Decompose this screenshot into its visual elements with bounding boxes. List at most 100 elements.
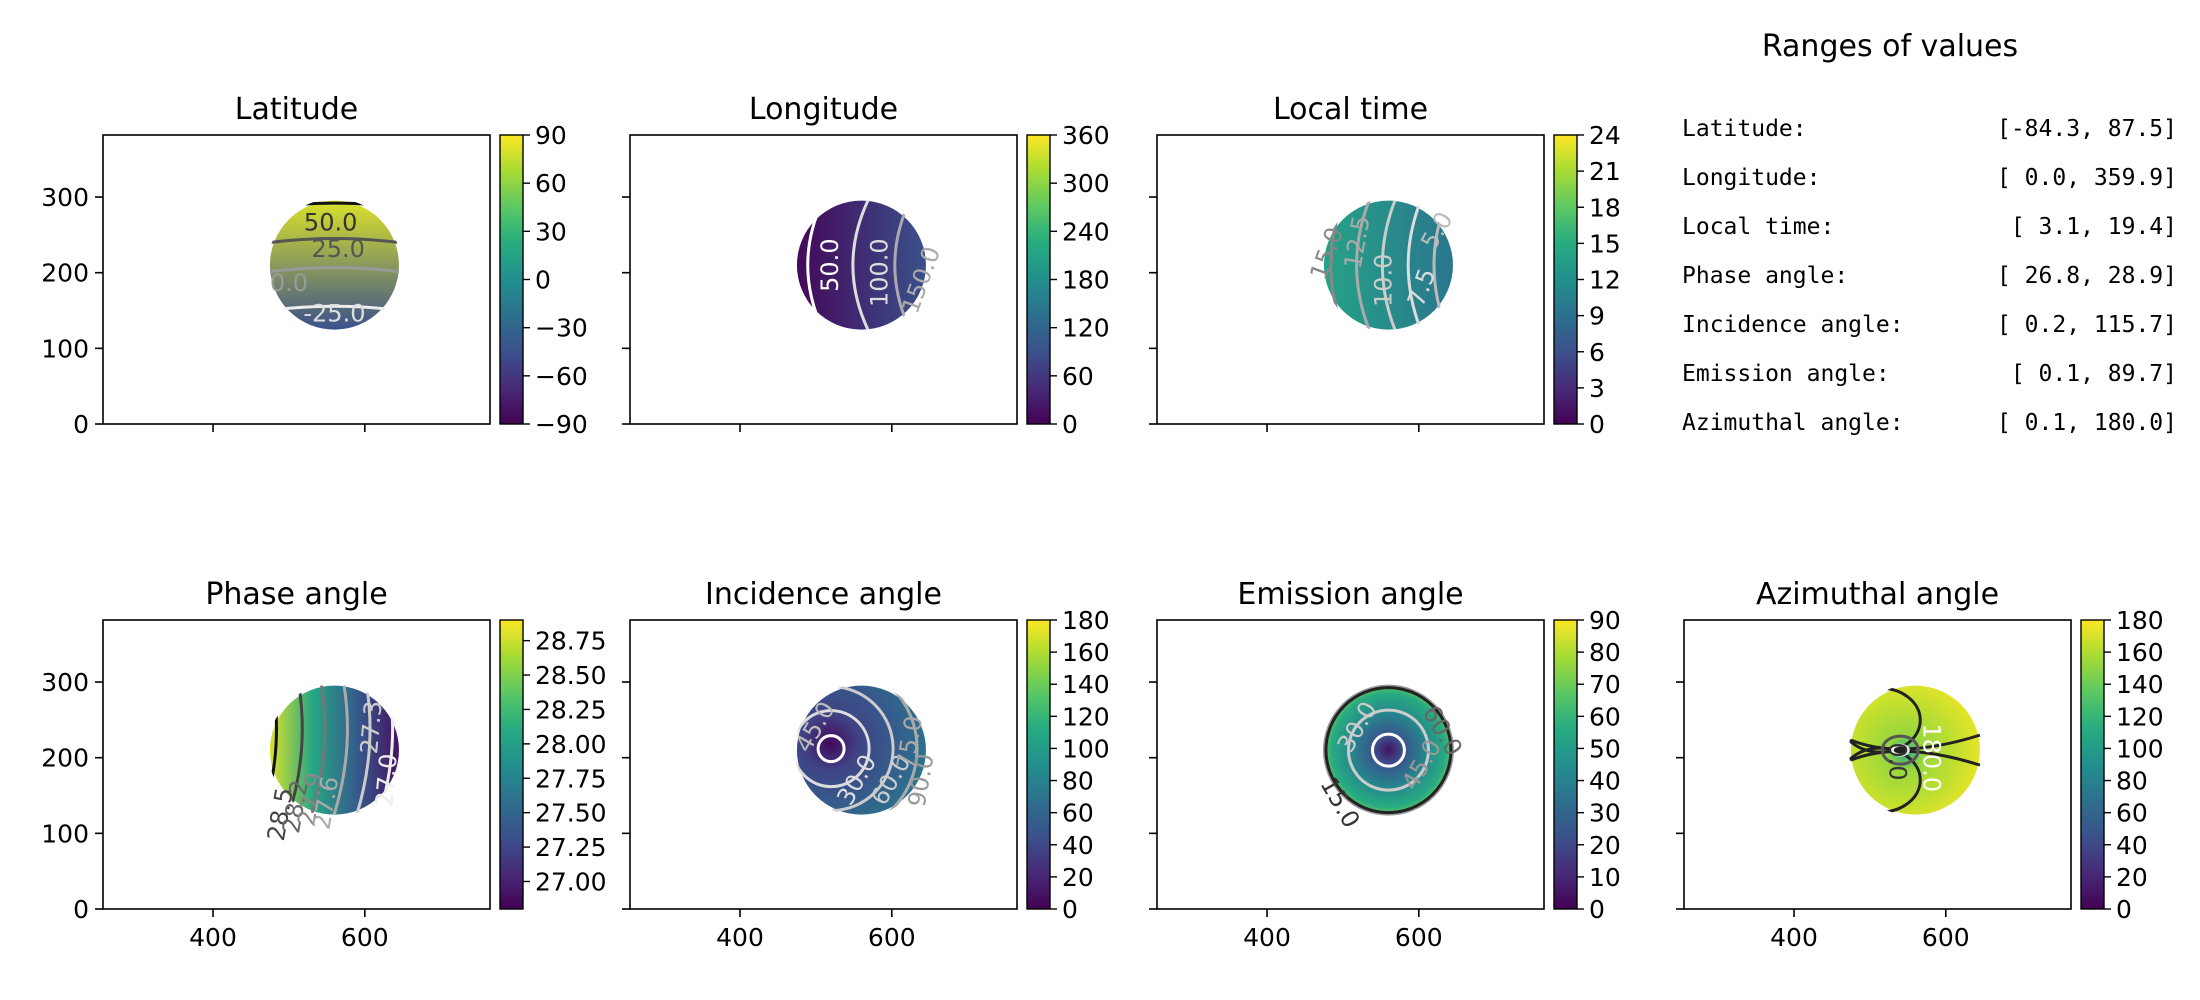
colorbar-tick-label: 0 <box>1589 895 1605 924</box>
x-tick-label: 400 <box>1243 923 1291 952</box>
colorbar-tick-label: 80 <box>1589 638 1621 667</box>
colorbar-tick-label: 180 <box>1062 266 1110 295</box>
colorbar-tick-label: 21 <box>1589 157 1621 186</box>
colorbar-tick-label: 6 <box>1589 338 1605 367</box>
colorbar-tick-label: 40 <box>2116 831 2148 860</box>
range-label: Emission angle: <box>1682 361 1890 387</box>
colorbar-tick-label: 80 <box>1062 767 1094 796</box>
colorbar-tick-label: 0 <box>1589 410 1605 439</box>
panel-title: Local time <box>1273 92 1428 127</box>
contour-label: 50.0 <box>816 238 844 291</box>
x-tick-label: 600 <box>341 923 389 952</box>
y-tick-label: 300 <box>41 668 89 697</box>
panel-latitude: Latitude50.025.00.0-25.00100200300906030… <box>41 92 587 439</box>
colorbar-tick-label: −60 <box>535 362 588 391</box>
colorbar-tick-label: 27.75 <box>535 764 607 793</box>
y-tick-label: 300 <box>41 183 89 212</box>
colorbar-tick-label: 180 <box>2116 606 2164 635</box>
colorbar-tick-label: 15 <box>1589 229 1621 258</box>
colorbar-tick-label: 0 <box>535 266 551 295</box>
colorbar-tick-label: 28.25 <box>535 695 607 724</box>
range-value: [-84.3, 87.5] <box>1997 116 2177 142</box>
colorbar-tick-label: 100 <box>2116 734 2164 763</box>
colorbar-tick-label: 12 <box>1589 266 1621 295</box>
y-tick-label: 200 <box>41 259 89 288</box>
range-label: Azimuthal angle: <box>1682 410 1904 436</box>
colorbar <box>1027 135 1050 424</box>
colorbar-tick-label: 40 <box>1589 767 1621 796</box>
x-tick-label: 400 <box>189 923 237 952</box>
colorbar-tick-label: 120 <box>1062 314 1110 343</box>
colorbar-tick-label: 9 <box>1589 302 1605 331</box>
colorbar-tick-label: 30 <box>535 217 567 246</box>
y-tick-label: 0 <box>73 895 89 924</box>
colorbar-tick-label: 140 <box>2116 670 2164 699</box>
range-label: Latitude: <box>1682 116 1807 142</box>
colorbar-tick-label: 100 <box>1062 734 1110 763</box>
colorbar-tick-label: 20 <box>1589 831 1621 860</box>
axes-frame <box>1683 619 2072 910</box>
colorbar-tick-label: 0 <box>2116 895 2132 924</box>
colorbar-tick-label: 27.00 <box>535 867 607 896</box>
planet-disc <box>796 685 926 815</box>
colorbar-tick-label: 60 <box>535 169 567 198</box>
range-label: Longitude: <box>1682 165 1820 191</box>
ranges-panel: Ranges of values Latitude: [-84.3, 87.5] L… <box>1682 29 2177 436</box>
range-value: [ 0.2, 115.7] <box>1997 312 2177 338</box>
colorbar-tick-label: 3 <box>1589 374 1605 403</box>
panel-title: Incidence angle <box>705 577 942 612</box>
panel-title: Latitude <box>235 92 358 127</box>
colorbar-tick-label: 90 <box>1589 606 1621 635</box>
range-label: Incidence angle: <box>1682 312 1904 338</box>
contour-lines <box>1321 683 1455 817</box>
y-tick-label: 0 <box>73 410 89 439</box>
axes-frame <box>629 134 1018 425</box>
planet-disc <box>1323 685 1453 815</box>
colorbar-tick-label: 80 <box>2116 767 2148 796</box>
range-value: [ 0.1, 89.7] <box>2011 361 2177 387</box>
colorbar-tick-label: 60 <box>1062 362 1094 391</box>
colorbar-tick-label: 160 <box>1062 638 1110 667</box>
colorbar-tick-label: 360 <box>1062 121 1110 150</box>
panel-title: Emission angle <box>1237 577 1463 612</box>
colorbar-tick-label: 30 <box>1589 799 1621 828</box>
colorbar-tick-label: 20 <box>2116 863 2148 892</box>
x-tick-label: 400 <box>716 923 764 952</box>
colorbar <box>2081 620 2104 909</box>
ranges-title: Ranges of values <box>1762 29 2018 64</box>
colorbar-tick-label: 120 <box>1062 702 1110 731</box>
contour-label: 100.0 <box>865 238 893 307</box>
colorbar-tick-label: 50 <box>1589 734 1621 763</box>
colorbar-tick-label: 40 <box>1062 831 1094 860</box>
colorbar <box>500 135 523 424</box>
colorbar-tick-label: −90 <box>535 410 588 439</box>
x-tick-label: 600 <box>1922 923 1970 952</box>
axes-frame <box>1156 619 1545 910</box>
colorbar-tick-label: 60 <box>1589 702 1621 731</box>
panel-title: Phase angle <box>205 577 387 612</box>
planet-disc <box>269 200 399 330</box>
colorbar-tick-label: 20 <box>1062 863 1094 892</box>
x-tick-label: 600 <box>868 923 916 952</box>
x-tick-label: 600 <box>1395 923 1443 952</box>
planet-disc <box>1323 200 1453 330</box>
axes-frame <box>1156 134 1545 425</box>
colorbar <box>500 620 523 909</box>
contour-label: 50.0 <box>304 209 357 237</box>
planet-disc <box>796 200 926 330</box>
colorbar-tick-label: 70 <box>1589 670 1621 699</box>
colorbar-tick-label: 24 <box>1589 121 1621 150</box>
axes-frame <box>102 619 491 910</box>
y-tick-label: 100 <box>41 334 89 363</box>
y-tick-label: 100 <box>41 819 89 848</box>
y-tick-label: 200 <box>41 744 89 773</box>
axes-frame <box>102 134 491 425</box>
colorbar-tick-label: 10 <box>1589 863 1621 892</box>
